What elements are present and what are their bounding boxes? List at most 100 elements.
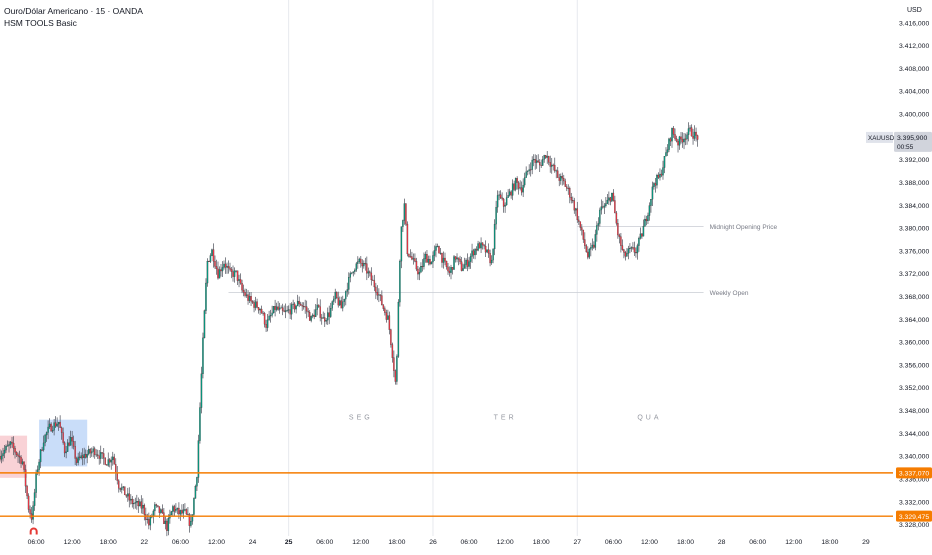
- price-axis[interactable]: USD 3.328,000 3.332,000 3.336,000 3.340,000 3…: [899, 7, 929, 529]
- horizontal-levels-layer[interactable]: [0, 472, 893, 517]
- candle-body-down: [307, 310, 309, 313]
- candle: [311, 313, 314, 319]
- candle-body-up: [535, 160, 538, 163]
- candle-body-down: [281, 307, 284, 311]
- candle: [187, 506, 189, 516]
- candle-body-down: [675, 138, 678, 142]
- candle: [551, 157, 553, 174]
- candle: [304, 299, 306, 314]
- candle-body-down: [118, 480, 120, 489]
- candle: [576, 201, 579, 223]
- candle: [160, 508, 162, 515]
- candle-body-down: [429, 259, 431, 265]
- candle: [397, 299, 400, 358]
- candle-body-up: [211, 249, 213, 256]
- candle: [552, 163, 554, 171]
- candle-body-up: [594, 234, 597, 248]
- candle: [511, 179, 514, 201]
- symbol-title[interactable]: Ouro/Dólar Americano · 15 · OANDA: [4, 6, 143, 16]
- price-tick-label: 3.356,000: [899, 362, 929, 369]
- candle: [116, 466, 118, 485]
- candle: [611, 192, 613, 203]
- candle: [224, 257, 227, 274]
- candle: [402, 219, 404, 233]
- candle-body-down: [62, 432, 64, 443]
- candle-body-up: [322, 317, 324, 319]
- candle: [644, 215, 646, 227]
- candle-body-up: [686, 134, 688, 140]
- candle-body-down: [262, 312, 264, 314]
- level-tag-bg: [896, 467, 932, 479]
- candle: [659, 168, 661, 181]
- candle: [245, 288, 248, 298]
- candle: [26, 484, 28, 499]
- candle: [8, 441, 10, 453]
- candle: [681, 132, 684, 148]
- candle-body-up: [139, 501, 141, 507]
- candle-body-down: [247, 294, 249, 301]
- candle-body-up: [176, 507, 179, 510]
- candle: [15, 451, 18, 458]
- candle: [290, 302, 293, 320]
- candle-body-down: [563, 178, 565, 182]
- candle: [149, 514, 152, 531]
- candle: [657, 172, 660, 180]
- candle: [585, 244, 588, 253]
- candle-body-down: [632, 247, 634, 249]
- candle: [200, 366, 203, 414]
- candle-body-up: [412, 258, 415, 260]
- candle: [543, 154, 545, 163]
- candle-body-up: [196, 477, 198, 487]
- candle: [324, 312, 326, 327]
- candle-body-up: [597, 223, 600, 226]
- candle-body-up: [311, 314, 314, 317]
- candles-layer[interactable]: [0, 122, 699, 537]
- candle-body-down: [283, 310, 285, 312]
- candle-body-down: [561, 176, 563, 179]
- candle-body-down: [426, 254, 428, 263]
- candle-body-down: [27, 495, 30, 510]
- candle-body-up: [508, 191, 511, 196]
- candle: [131, 496, 134, 508]
- candle-body-down: [534, 159, 536, 163]
- level-tag-label: 3.329,475: [899, 514, 929, 521]
- candle: [155, 503, 158, 508]
- candle: [36, 465, 39, 476]
- candle: [618, 233, 621, 244]
- candle-body-up: [345, 291, 347, 300]
- candle-body-up: [284, 310, 287, 312]
- indicator-label[interactable]: HSM TOOLS Basic: [4, 18, 77, 28]
- candle-body-up: [591, 244, 594, 248]
- candle: [328, 305, 330, 325]
- candle: [217, 261, 219, 280]
- time-tick-label: 12:00: [497, 539, 514, 546]
- candle: [642, 219, 645, 237]
- candle-body-down: [680, 136, 682, 140]
- candle: [510, 190, 512, 199]
- candle: [432, 251, 434, 269]
- candle: [508, 188, 511, 197]
- candle: [78, 451, 81, 461]
- candle-body-up: [468, 261, 470, 267]
- candle: [218, 266, 221, 279]
- time-tick-label: 18:00: [821, 539, 838, 546]
- candle-body-down: [93, 448, 96, 455]
- candle-body-up: [627, 248, 630, 254]
- time-tick-label: 25: [285, 539, 293, 546]
- candle: [499, 190, 502, 200]
- candle-body-up: [662, 167, 664, 176]
- candle-body-down: [633, 247, 636, 253]
- candle-body-down: [405, 203, 407, 225]
- candle-body-down: [187, 513, 189, 515]
- candle-body-down: [566, 186, 568, 189]
- candle-body-down: [375, 286, 377, 293]
- candle-body-up: [87, 449, 90, 455]
- candle: [366, 256, 368, 281]
- time-axis[interactable]: 06:00 12:00 18:00 22 06:00 12:00 24 25 06:00 12:0…: [28, 539, 870, 546]
- candle-body-down: [12, 442, 15, 449]
- candle: [283, 305, 285, 313]
- candle-body-down: [513, 183, 515, 190]
- candle: [561, 172, 563, 186]
